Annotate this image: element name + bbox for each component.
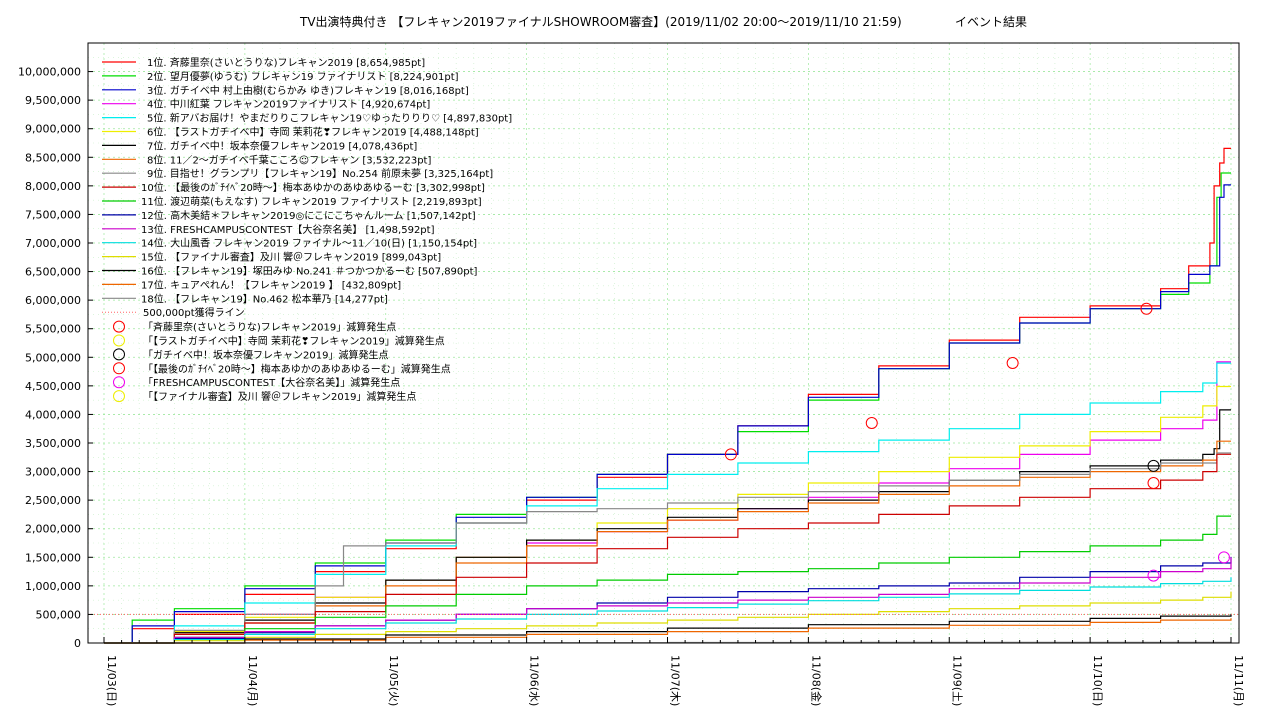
legend-label-5: 5位. 新アバお届け！やまだりりこフレキャン19♡ゆったりりり♡ [4,897,… <box>147 112 512 125</box>
penalty-marker-5 <box>1217 551 1230 564</box>
legend-label-17: 17位. キュアぺれん！【フレキャン2019 】 [432,809pt] <box>141 278 401 291</box>
legend-label-10: 10位. 【最後のｶﾞﾁｲﾍﾞ20時〜】梅本あゆかのあゆあゆるーむ [3,302… <box>141 181 485 194</box>
series-line-5 <box>104 362 1231 644</box>
legend-marker-label-2: 「【ラストガチイベ中】寺岡 茉莉花❣フレキャン2019」減算発生点 <box>143 335 445 348</box>
x-tick-label: 11/03(日) <box>105 655 118 706</box>
y-tick-label: 10,000,000 <box>18 66 81 79</box>
chart-title: TV出演特典付き 【フレキャン2019ファイナルSHOWROOM審査】(2019… <box>299 14 902 29</box>
legend-label-11: 11位. 渡辺萌菜(もえなす) フレキャン2019 ファイナリスト [2,219… <box>141 195 482 208</box>
y-tick-label: 4,500,000 <box>25 380 81 393</box>
series-line-3 <box>104 184 1231 644</box>
legend-label-13: 13位. FRESHCAMPUSCONTEST【大谷奈名美】 [1,498,59… <box>141 223 435 236</box>
legend-marker-label-1: 「斉藤里奈(さいとうりな)フレキャン2019」減算発生点 <box>143 321 396 334</box>
y-tick-label: 500,000 <box>36 608 82 621</box>
penalty-marker-3 <box>1147 459 1160 472</box>
penalty-marker-1 <box>724 448 737 461</box>
y-tick-label: 9,000,000 <box>25 123 81 136</box>
legend-label-12: 12位. 高木美結＊フレキャン2019◎にこにこちゃんルーム [1,507,14… <box>141 209 476 222</box>
legend-label-15: 15位. 【ファイナル審査】及川 響＠フレキャン2019 [899,043pt] <box>141 251 441 264</box>
y-tick-label: 6,000,000 <box>25 294 81 307</box>
x-tick-label: 11/04(月) <box>246 655 259 706</box>
series-line-13 <box>104 557 1232 644</box>
legend-label-14: 14位. 大山風香 フレキャン2019 ファイナル〜11／10(日) [1,15… <box>141 237 477 250</box>
legend-marker-label-6: 「【ファイナル審査】及川 響＠フレキャン2019」減算発生点 <box>143 390 416 403</box>
legend-label-6: 6位. 【ラストガチイベ中】寺岡 茉莉花❣フレキャン2019 [4,488,14… <box>147 126 479 139</box>
series-line-7 <box>104 409 1231 644</box>
legend-label-4: 4位. 中川紅葉 フレキャン2019ファイナリスト [4,920,674pt] <box>147 98 430 111</box>
y-tick-label: 9,500,000 <box>25 94 81 107</box>
x-tick-label: 11/05(火) <box>387 655 400 706</box>
penalty-marker-5 <box>1147 569 1160 582</box>
y-tick-label: 0 <box>74 637 81 650</box>
y-tick-label: 3,000,000 <box>25 466 81 479</box>
series-line-10 <box>104 453 1231 644</box>
x-tick-label: 11/11(月) <box>1232 655 1245 706</box>
y-tick-label: 3,500,000 <box>25 437 81 450</box>
legend-marker-1 <box>113 320 125 333</box>
series-line-11 <box>104 515 1231 644</box>
legend-label-7: 7位. ガチイベ中！坂本奈優フレキャン2019 [4,078,436pt] <box>147 139 417 152</box>
x-tick-label: 11/07(木) <box>669 655 682 706</box>
legend-marker-label-5: 「FRESHCAMPUSCONTEST【大谷奈名美】」減算発生点 <box>143 376 400 389</box>
legend-threshold-label: 500,000pt獲得ライン <box>143 306 245 319</box>
legend-marker-6 <box>113 390 125 403</box>
legend: 1位. 斉藤里奈(さいとうりな)フレキャン2019 [8,654,985pt]2… <box>102 56 512 403</box>
penalty-markers <box>724 302 1230 582</box>
y-tick-label: 6,500,000 <box>25 266 81 279</box>
x-tick-label: 11/08(金) <box>809 655 823 706</box>
chart-subtitle: イベント結果 <box>955 15 1027 29</box>
y-tick-label: 1,000,000 <box>25 580 81 593</box>
penalty-marker-4 <box>865 417 878 429</box>
legend-marker-5 <box>113 376 125 389</box>
legend-label-16: 16位. 【フレキャン19】塚田みゆ No.241 ＃つかつかるーむ [507,… <box>141 265 478 278</box>
legend-marker-label-3: 「ガチイベ中！坂本奈優フレキャン2019」減算発生点 <box>143 348 388 361</box>
y-tick-label: 5,000,000 <box>25 351 81 364</box>
axes: 0 500,000 1,000,000 1,500,000 2,000,000 2,500… <box>18 66 1245 707</box>
legend-marker-label-4: 「【最後のｶﾞﾁｲﾍﾞ20時〜】梅本あゆかのあゆあゆるーむ」減算発生点 <box>143 362 451 375</box>
y-tick-label: 8,500,000 <box>25 151 81 164</box>
legend-marker-3 <box>113 348 125 361</box>
y-tick-label: 7,000,000 <box>25 237 81 250</box>
legend-label-2: 2位. 望月優夢(ゆうむ) フレキャン19 ファイナリスト [8,224,901… <box>147 70 459 83</box>
series-line-9 <box>104 452 1231 644</box>
penalty-marker-1 <box>1140 302 1153 315</box>
penalty-marker-4 <box>1006 357 1019 369</box>
y-tick-label: 1,500,000 <box>25 551 81 564</box>
y-tick-label: 2,500,000 <box>25 494 81 507</box>
legend-marker-2 <box>113 334 125 347</box>
legend-marker-4 <box>113 362 125 375</box>
x-tick-label: 11/06(水) <box>528 655 541 706</box>
y-tick-label: 5,500,000 <box>25 323 81 336</box>
legend-label-1: 1位. 斉藤里奈(さいとうりな)フレキャン2019 [8,654,985pt] <box>147 56 425 69</box>
x-tick-label: 11/10(日) <box>1091 655 1104 706</box>
plot-frame <box>87 42 1240 644</box>
series-line-15 <box>104 591 1232 644</box>
legend-label-18: 18位. 【フレキャン19】No.462 松本華乃 [14,277pt] <box>141 292 388 305</box>
series-line-2 <box>104 172 1231 644</box>
legend-label-9: 9位. 目指せ！グランプリ【フレキャン19】No.254 前原未夢 [3,325… <box>147 167 493 180</box>
y-tick-label: 2,000,000 <box>25 523 81 536</box>
y-tick-label: 4,000,000 <box>25 408 81 421</box>
legend-label-3: 3位. ガチイベ中 村上由樹(むらかみ ゆき)フレキャン19 [8,016,16… <box>147 84 469 97</box>
legend-label-8: 8位. 11／2〜ガチイベ千葉こころ☺フレキャン [3,532,223pt] <box>147 153 431 166</box>
series-line-14 <box>104 577 1232 644</box>
y-tick-label: 7,500,000 <box>25 208 81 221</box>
penalty-marker-4 <box>1147 477 1160 489</box>
x-tick-label: 11/09(土) <box>950 655 963 706</box>
y-tick-label: 8,000,000 <box>25 180 81 193</box>
